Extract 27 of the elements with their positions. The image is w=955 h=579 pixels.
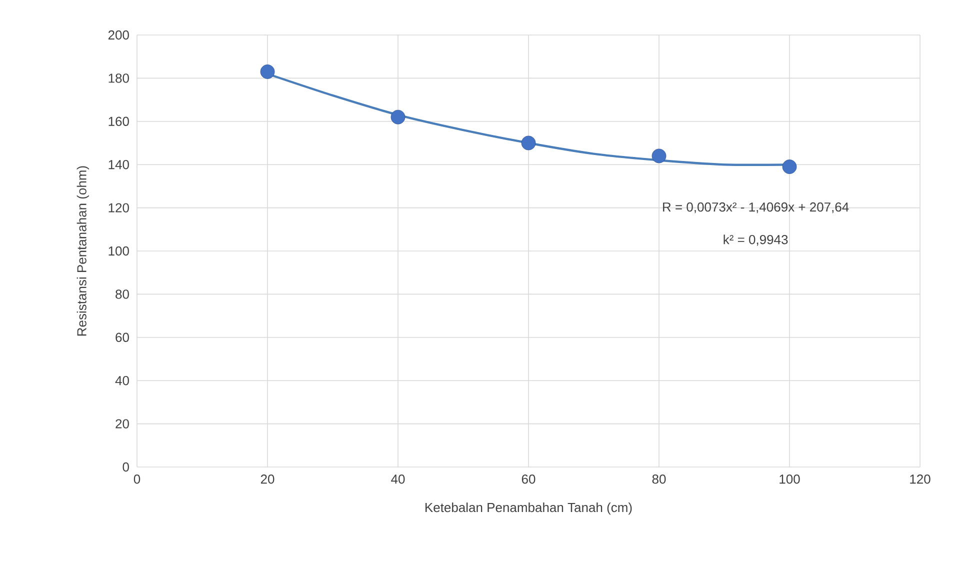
x-axis-title: Ketebalan Penambahan Tanah (cm) (426, 502, 632, 515)
y-tick-label: 100 (108, 246, 129, 256)
y-tick-label: 200 (108, 30, 129, 40)
y-tick-label: 80 (116, 290, 129, 299)
point (652, 148, 666, 164)
y-tick-label: 160 (108, 116, 129, 126)
x-tick-label: 120 (910, 474, 930, 484)
point (521, 136, 536, 150)
x-tick-label: 60 (522, 474, 536, 484)
y-tick-label: 120 (108, 203, 129, 212)
x-tick-label: 80 (652, 474, 666, 484)
y-tick-label: 40 (115, 376, 129, 386)
annotation: R = 0,0073x² - 1,4069x + 207,64 (663, 202, 849, 214)
x-tick-label: 100 (780, 474, 800, 484)
point (782, 160, 797, 174)
y-tick-label: 20 (116, 419, 129, 428)
y-tick-label: 180 (108, 74, 129, 83)
point (390, 110, 406, 124)
x-tick-label: 40 (391, 474, 405, 484)
x-tick-label: 20 (260, 474, 274, 484)
y-tick-label: 60 (116, 332, 129, 342)
y-tick-label: 0 (122, 462, 129, 472)
annotation: k² = 0,9943 (724, 234, 788, 246)
y-axis-title: Resistansi Pentanahan (ohm) (76, 166, 89, 336)
y-tick-label: 140 (108, 160, 129, 170)
x-tick-label: 0 (134, 474, 140, 484)
point (260, 64, 275, 79)
